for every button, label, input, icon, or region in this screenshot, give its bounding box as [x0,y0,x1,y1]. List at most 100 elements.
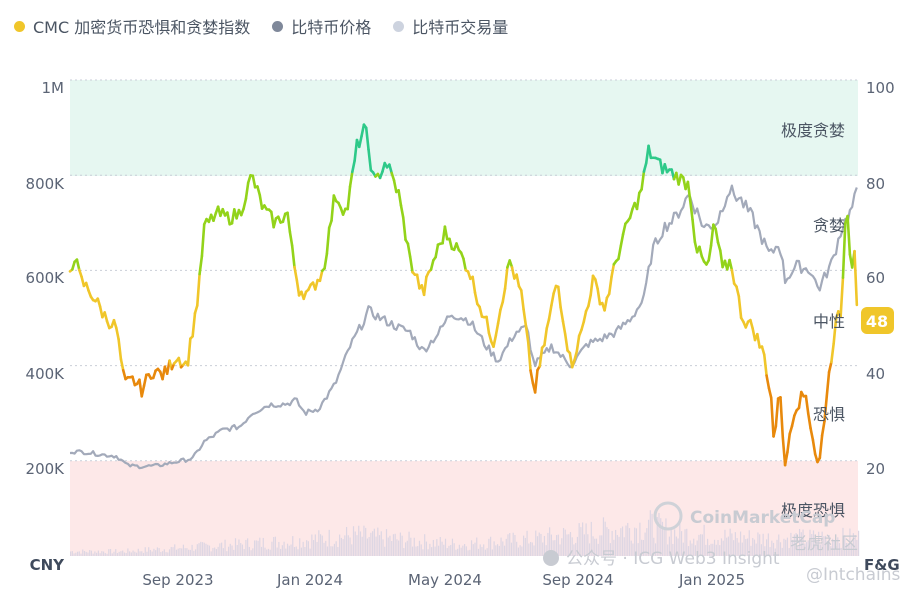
volume-bar [408,531,410,556]
volume-bar [168,549,171,556]
volume-bar [609,543,611,556]
volume-bar [802,529,804,556]
volume-bar [814,539,816,556]
volume-bar [125,552,127,556]
volume-bar [87,552,89,556]
volume-bar [102,551,105,556]
volume-bar [453,543,455,556]
zone-label-greed: 贪婪 [813,216,845,235]
fear-greed-segment [119,357,125,372]
coinmarketcap-watermark-text: CoinMarketCap [690,508,835,528]
fear-greed-segment [806,412,812,430]
volume-bar [448,545,450,556]
volume-bar [116,553,119,556]
legend-item-btc-price[interactable]: 比特币价格 [272,14,371,38]
fear-greed-segment [783,450,789,467]
volume-bar [793,534,795,556]
left-tick-800k: 800K [26,175,66,193]
volume-bar [750,545,752,556]
volume-bar [615,529,617,556]
volume-bar [111,553,113,556]
volume-bar [825,535,827,556]
volume-bar [701,534,703,556]
fear-greed-segment [610,263,616,279]
volume-bar [224,539,226,556]
volume-bar [516,541,518,556]
volume-bar [118,551,120,556]
volume-bar [323,542,325,556]
price-line [69,184,858,470]
volume-bar [842,527,844,556]
legend-dot-fear-greed [14,20,25,32]
volume-bar [783,538,785,556]
volume-bar [719,545,721,556]
volume-bar [736,538,738,556]
volume-bar [394,533,396,556]
volume-bar [616,534,618,556]
volume-bar [557,534,559,556]
volume-bar [389,535,391,556]
volume-bar [404,542,407,556]
volume-bar [92,553,94,556]
volume-bar [766,539,768,556]
volume-bar [833,540,835,556]
volume-bar [755,543,757,556]
fear-greed-segment [804,394,810,415]
volume-bar [590,521,592,556]
fear-greed-segment [762,353,768,377]
volume-bar [661,521,664,556]
x-tick-sep-2024: Sep 2024 [542,571,613,589]
current-value-badge-bg [861,307,894,334]
volume-bar [547,532,549,556]
fear-greed-segment [364,126,370,151]
volume-bar [847,543,849,556]
fear-greed-segment [501,287,507,304]
fear-greed-segment [538,346,544,368]
volume-bar [271,541,273,556]
volume-bar [451,538,454,556]
legend-item-fear-greed[interactable]: CMC 加密货币恐惧和贪婪指数 [14,14,250,38]
volume-bar [498,545,500,556]
volume-bar [299,538,301,556]
volume-bar [797,546,799,556]
fear-greed-segment [443,225,449,241]
volume-bar [417,546,419,556]
fear-greed-segment [212,211,218,223]
fear-greed-segment [487,331,493,343]
fear-greed-segment [839,276,845,318]
volume-bar [759,534,761,556]
volume-bar [281,545,283,556]
volume-bar [561,538,563,556]
volume-bar [781,547,783,556]
volume-bar [495,545,497,556]
legend-item-btc-volume[interactable]: 比特币交易量 [393,14,508,38]
volume-bar [687,546,690,556]
fear-greed-segment [515,273,521,288]
fear-greed-segment [485,315,491,335]
volume-bar [188,549,190,556]
fear-greed-segment [121,368,127,381]
fear-greed-segment [594,278,599,291]
fear-greed-segment [823,395,829,423]
volume-bar [120,551,122,556]
volume-bar [76,551,79,556]
volume-bar [250,550,252,556]
volume-bar [726,537,728,556]
volume-bar [285,548,287,556]
fear-greed-segment [545,317,551,330]
volume-bar [286,543,289,556]
volume-bar [680,531,683,556]
volume-bar [385,529,388,556]
volume-bar [741,542,743,556]
volume-bars [70,510,860,556]
fear-greed-segment [559,306,565,323]
fear-greed-segment [360,123,366,138]
volume-bar [189,549,191,556]
volume-bar [538,532,540,556]
chart-legend: CMC 加密货币恐惧和贪婪指数 比特币价格 比特币交易量 [14,14,508,38]
volume-bar [392,534,395,556]
volume-bar [555,535,558,556]
volume-bar [790,532,792,556]
volume-bar [524,537,526,556]
fear-greed-segment [314,278,319,291]
